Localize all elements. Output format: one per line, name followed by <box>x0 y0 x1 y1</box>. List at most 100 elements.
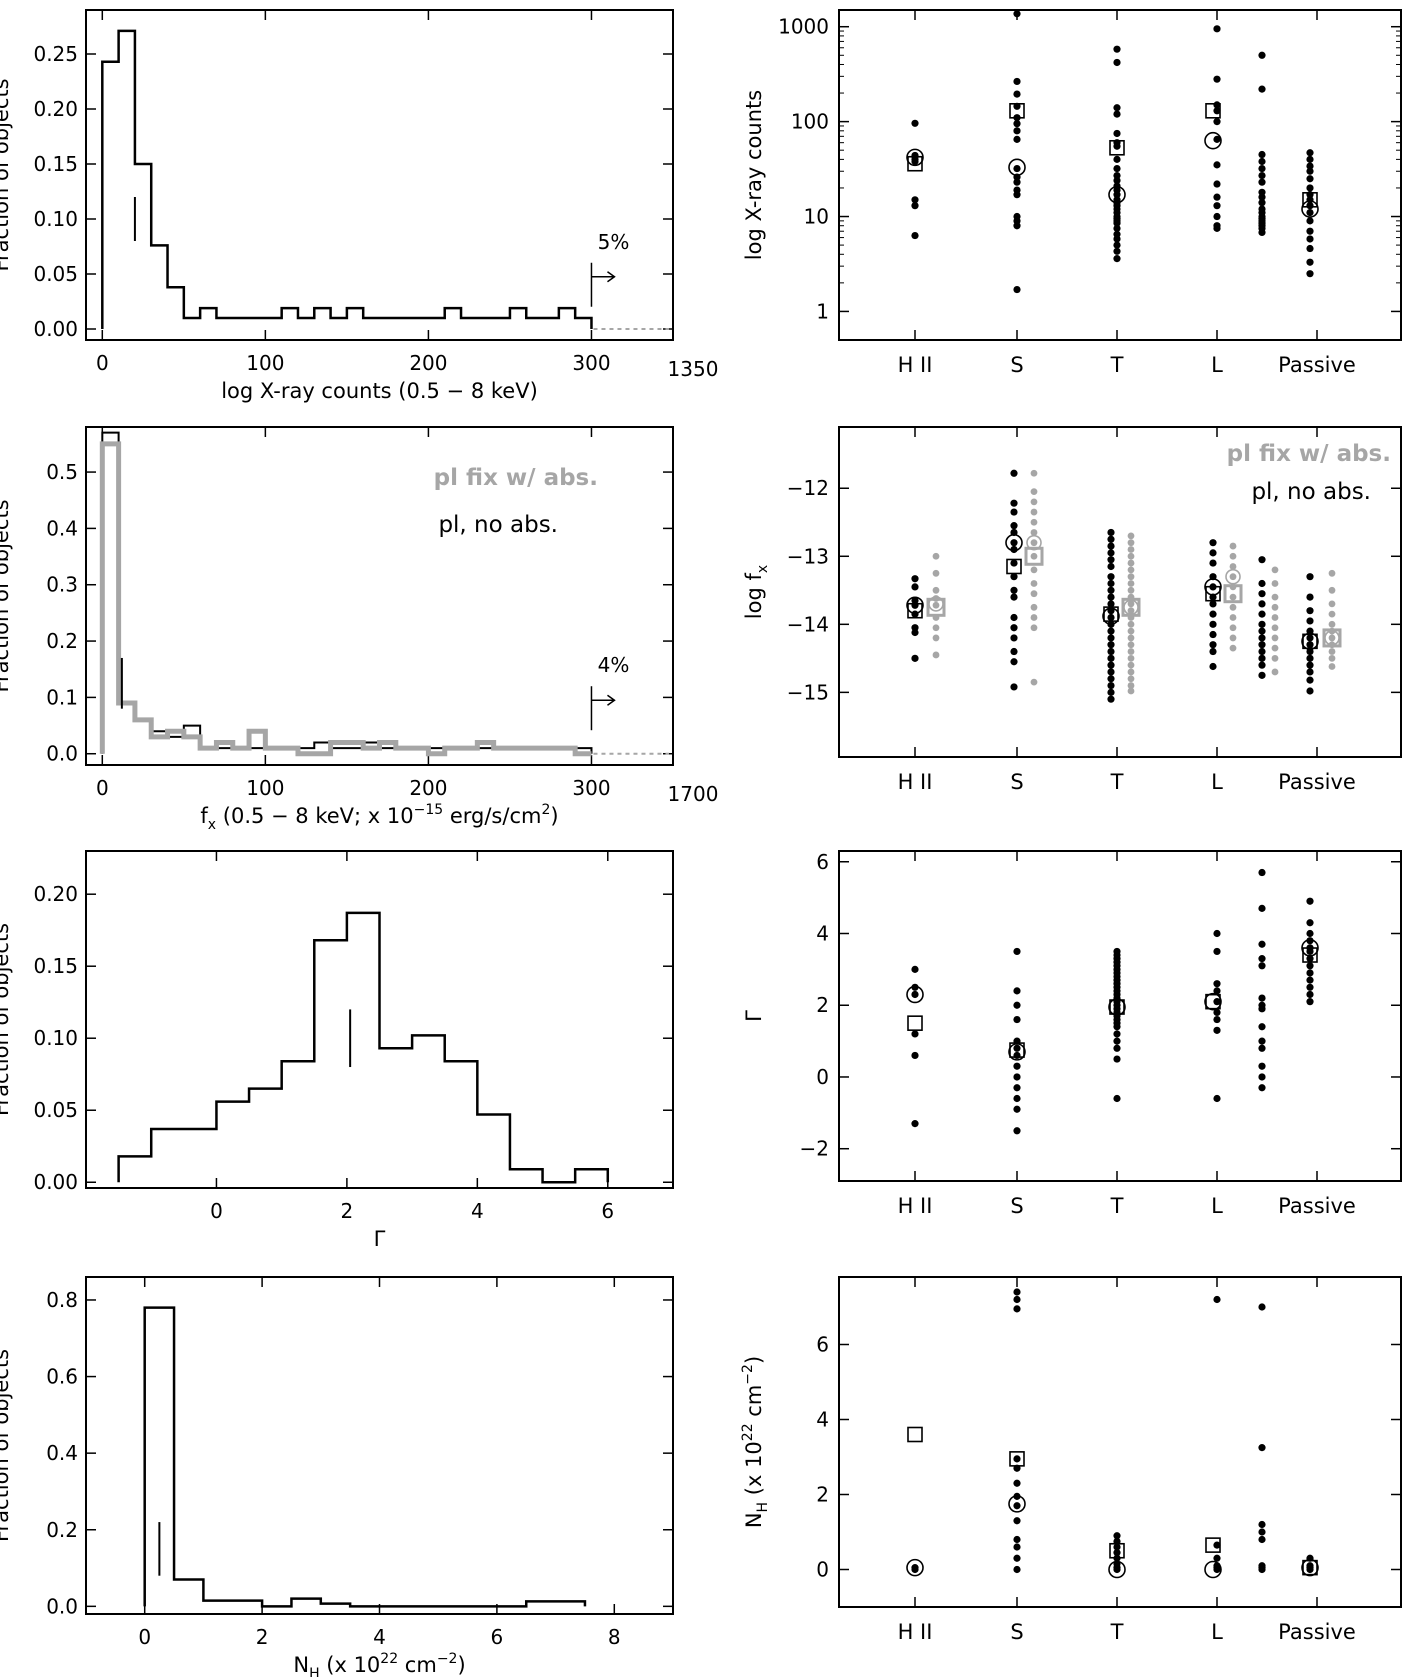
y-axis-label: Γ <box>742 1010 766 1022</box>
data-point <box>1258 627 1266 635</box>
overflow-arrowhead <box>607 271 616 283</box>
data-point-gray <box>1271 603 1279 611</box>
plot-frame <box>85 426 674 766</box>
data-point-gray <box>1127 634 1135 642</box>
overflow-arrowhead <box>607 694 616 706</box>
data-point-gray <box>1229 573 1237 581</box>
data-point <box>1213 118 1221 126</box>
data-point <box>1113 255 1121 263</box>
mean-circle <box>1108 998 1126 1016</box>
category-label-3: L <box>1211 1620 1223 1644</box>
data-point <box>1258 1005 1266 1013</box>
data-point-gray <box>1127 559 1135 567</box>
data-point <box>1010 508 1018 516</box>
y-tick-label: 0.10 <box>33 207 78 231</box>
data-point <box>1209 610 1217 618</box>
data-point-gray <box>1229 614 1237 621</box>
y-tick-label: 4 <box>816 922 829 946</box>
data-point <box>911 157 919 166</box>
mean-circle <box>906 985 924 1004</box>
data-point-gray <box>1030 614 1038 621</box>
x-tick-label: 300 <box>572 351 610 375</box>
panel-gamma-hist: 0 2 4 6 0.00 0.05 0.10 0.15 0.20 Fraction of obje… <box>0 850 674 1251</box>
data-point <box>911 1120 919 1128</box>
median-square <box>1109 999 1125 1015</box>
category-label-2: T <box>1110 770 1124 794</box>
data-point <box>1306 607 1314 615</box>
data-point <box>1107 579 1115 588</box>
x-tick-label: 0 <box>96 776 109 800</box>
data-point <box>1107 681 1115 690</box>
data-point <box>1258 1528 1266 1536</box>
hist-series-gray <box>99 441 592 757</box>
data-point <box>1213 1295 1221 1304</box>
label-part: (0.5 − 8 keV; x 10 <box>216 804 414 828</box>
panel-counts-class: 1 10 100 1000 H II S T L Passive log X-ray counts <box>742 9 1402 377</box>
data-point <box>1306 244 1314 253</box>
data-point <box>1113 1094 1121 1103</box>
mean-circle <box>1301 200 1319 218</box>
data-point <box>1013 1288 1021 1296</box>
data-point <box>1013 1517 1021 1525</box>
data-point <box>1107 634 1115 642</box>
data-point <box>911 983 919 991</box>
x-tick-label: 100 <box>246 776 284 800</box>
data-point <box>1306 990 1314 999</box>
data-point <box>1306 208 1314 217</box>
category-label-1: S <box>1010 1620 1023 1644</box>
data-point-gray <box>1127 607 1135 615</box>
data-point <box>1258 620 1266 628</box>
data-point <box>1258 164 1266 173</box>
data-point <box>1013 191 1021 199</box>
data-point <box>1258 1073 1266 1081</box>
label-part: −2 <box>740 1364 756 1385</box>
category-label-4: Passive <box>1278 1620 1356 1644</box>
data-point <box>1258 654 1266 662</box>
y-tick-label: −14 <box>787 612 829 636</box>
data-point <box>1258 868 1266 877</box>
data-point <box>1113 235 1121 243</box>
data-point <box>1306 654 1314 662</box>
data-point <box>1258 556 1266 564</box>
median-square <box>1009 1451 1025 1467</box>
data-point <box>1213 929 1221 938</box>
overflow-percent: 4% <box>598 653 630 677</box>
data-point <box>1258 1565 1266 1574</box>
data-point <box>1107 535 1115 543</box>
mean-circle <box>1008 158 1026 177</box>
data-point <box>1213 25 1221 33</box>
data-point <box>1010 469 1018 477</box>
data-point <box>1013 90 1021 98</box>
data-point <box>1010 683 1018 691</box>
data-point <box>911 1030 919 1038</box>
data-point <box>911 196 919 204</box>
category-label-3: L <box>1211 770 1223 794</box>
data-point <box>1013 1543 1021 1551</box>
data-point <box>1013 1455 1021 1463</box>
data-point <box>1010 634 1018 642</box>
data-point-gray <box>1271 668 1279 676</box>
category-label-0: H II <box>898 770 933 794</box>
mean-circle <box>1108 185 1126 204</box>
data-point <box>1306 227 1314 235</box>
data-point <box>1113 104 1121 112</box>
data-point-gray <box>1030 498 1038 506</box>
y-tick-label: 0.15 <box>33 152 78 176</box>
x-tick-label: 8 <box>608 1625 621 1649</box>
median-square <box>1006 558 1022 575</box>
plot-frame <box>838 850 1402 1182</box>
data-point <box>1013 1305 1021 1313</box>
data-point <box>1258 1037 1266 1045</box>
label-part: f <box>200 804 208 828</box>
x-tick-label: 2 <box>341 1199 354 1223</box>
data-point <box>1013 1535 1021 1544</box>
data-point <box>1306 947 1314 956</box>
data-point-gray <box>1271 593 1279 601</box>
y-tick-label: 0.25 <box>33 42 78 66</box>
category-label-4: Passive <box>1278 353 1356 377</box>
median-square-gray <box>926 597 946 617</box>
data-point <box>1113 1532 1121 1540</box>
data-point-gray <box>1229 644 1237 652</box>
y-tick-label: 0 <box>816 1558 829 1582</box>
data-point <box>1107 562 1115 571</box>
